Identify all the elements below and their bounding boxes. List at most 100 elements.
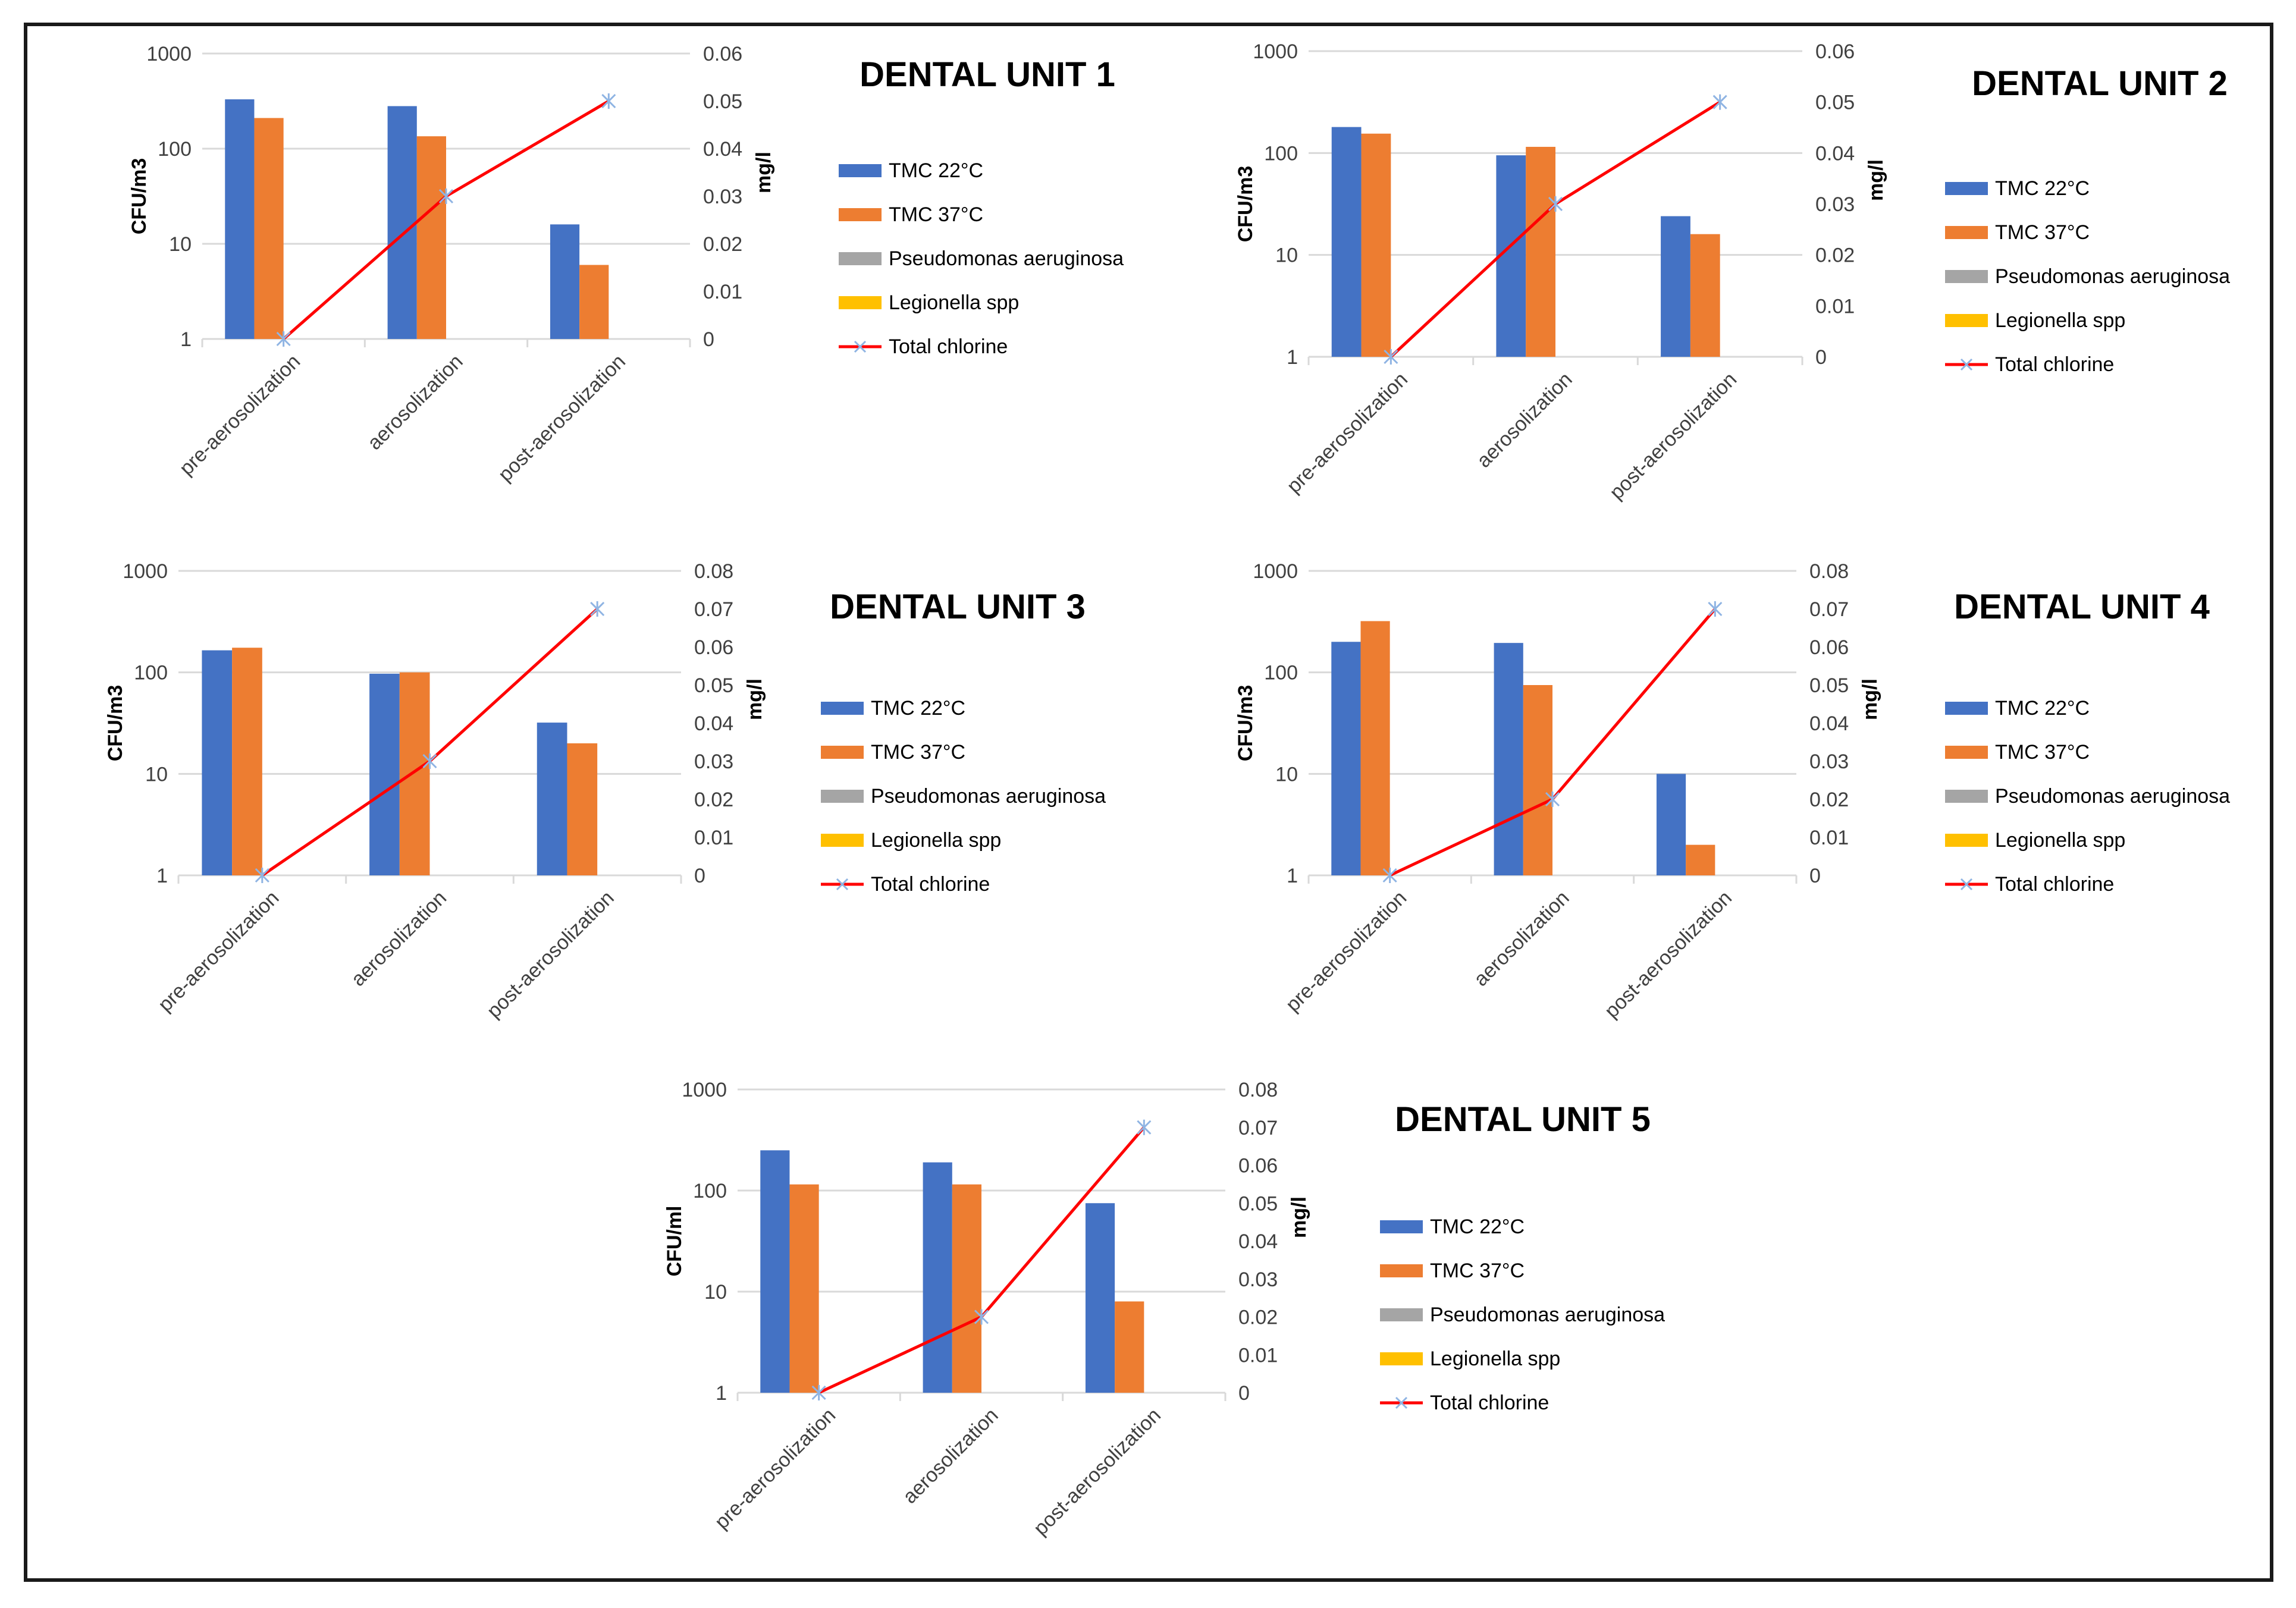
y2-tick-label: 0.01	[1238, 1344, 1278, 1367]
x-category-label: pre-aerosolization	[710, 1404, 840, 1534]
legend-swatch	[1945, 702, 1988, 715]
legend-item: TMC 37°C	[1945, 221, 2090, 244]
legend-swatch	[821, 834, 864, 847]
legend-swatch	[839, 164, 882, 177]
chlorine-point	[1382, 868, 1397, 883]
legend-item: Total chlorine	[1945, 873, 2114, 896]
bar	[537, 723, 567, 875]
y-axis-title: CFU/m3	[104, 685, 127, 761]
legend-label: TMC 22°C	[1430, 1216, 1525, 1238]
y2-tick-label: 0.04	[1238, 1230, 1278, 1253]
y2-tick-label: 0.01	[1809, 827, 1849, 849]
legend-marker	[836, 878, 849, 891]
y-tick-label: 1	[716, 1382, 727, 1405]
x-category-label: aerosolization	[898, 1404, 1002, 1508]
legend-item: Total chlorine	[1945, 353, 2114, 376]
chlorine-point	[974, 1309, 989, 1325]
y-axis-title: CFU/m3	[1234, 685, 1257, 761]
y2-tick-label: 0.01	[694, 827, 733, 849]
legend-label: TMC 37°C	[871, 741, 965, 764]
x-category-label: aerosolization	[347, 887, 451, 991]
x-category-label: pre-aerosolization	[175, 350, 305, 480]
bar	[1085, 1203, 1115, 1393]
chlorine-point	[1137, 1119, 1152, 1135]
x-category-label: aerosolization	[363, 350, 467, 454]
y2-tick-label: 0.07	[694, 598, 733, 621]
legend-item: Pseudomonas aeruginosa	[1380, 1304, 1665, 1326]
legend-label: Total chlorine	[889, 335, 1008, 358]
legend-item: Legionella spp	[839, 291, 1019, 314]
legend-item: Legionella spp	[1945, 309, 2125, 332]
legend-marker	[854, 340, 867, 353]
legend-swatch	[1945, 314, 1988, 327]
y2-axis-title: mg/l	[1288, 1196, 1310, 1238]
y2-tick-label: 0.02	[1815, 244, 1855, 267]
legend-label: Pseudomonas aeruginosa	[889, 247, 1124, 270]
legend-item: TMC 22°C	[821, 697, 965, 720]
legend-label: TMC 37°C	[1995, 221, 2090, 244]
legend-item: TMC 22°C	[1380, 1216, 1525, 1238]
x-category-label: post-aerosolization	[1600, 887, 1736, 1023]
y2-tick-label: 0.05	[703, 90, 742, 113]
legend-label: TMC 37°C	[1430, 1260, 1525, 1282]
chart-title: DENTAL UNIT 4	[1954, 588, 2210, 626]
bar	[550, 224, 580, 339]
legend-label: Legionella spp	[871, 829, 1001, 852]
chlorine-point	[1712, 94, 1727, 110]
chart-2: 1 10 100 1000 0 0.01 0.02 0.03 0.04 0.05 0.06 pre-a…	[1234, 40, 2230, 504]
legend-swatch	[839, 208, 882, 221]
y-tick-label: 1	[156, 865, 168, 887]
chart-title: DENTAL UNIT 5	[1395, 1100, 1651, 1139]
y2-axis-title: mg/l	[1859, 679, 1881, 720]
y2-tick-label: 0	[703, 328, 714, 351]
x-category-label: pre-aerosolization	[1281, 887, 1411, 1016]
chlorine-point	[590, 601, 605, 617]
y-tick-label: 100	[693, 1180, 727, 1202]
legend-swatch	[1945, 226, 1988, 239]
bar	[202, 650, 233, 875]
legend-label: Legionella spp	[1430, 1348, 1560, 1370]
y2-tick-label: 0.06	[1815, 40, 1855, 63]
y2-tick-label: 0.05	[1809, 674, 1849, 697]
bar	[225, 99, 255, 339]
y2-tick-label: 0.08	[1809, 560, 1849, 583]
x-category-label: post-aerosolization	[494, 350, 630, 486]
legend-item: Pseudomonas aeruginosa	[821, 785, 1106, 808]
x-category-label: pre-aerosolization	[1282, 368, 1412, 498]
y2-tick-label: 0.02	[1809, 789, 1849, 811]
bar	[760, 1150, 790, 1393]
legend-swatch	[821, 702, 864, 715]
legend-label: Total chlorine	[1995, 873, 2114, 896]
legend-swatch	[1945, 182, 1988, 195]
y2-tick-label: 0.06	[694, 636, 733, 659]
y-tick-label: 1000	[146, 43, 192, 65]
y2-tick-label: 0.06	[1809, 636, 1849, 659]
chlorine-point	[1548, 196, 1563, 212]
y2-tick-label: 0.05	[1815, 92, 1855, 114]
y2-tick-label: 0.03	[1809, 750, 1849, 773]
bar	[923, 1162, 952, 1393]
y-tick-label: 1000	[682, 1079, 727, 1101]
bar	[1661, 216, 1690, 357]
legend-label: TMC 37°C	[1995, 741, 2090, 764]
legend-item: Total chlorine	[839, 335, 1008, 358]
bar	[789, 1184, 819, 1393]
y2-tick-label: 0.02	[1238, 1306, 1278, 1329]
y2-tick-label: 0.04	[694, 712, 733, 735]
y-tick-label: 1000	[1253, 40, 1298, 63]
y2-tick-label: 0	[1238, 1382, 1250, 1405]
bar	[1686, 844, 1715, 875]
chlorine-point	[276, 331, 291, 347]
legend-label: Total chlorine	[1995, 353, 2114, 376]
chlorine-point	[1545, 792, 1560, 807]
y2-axis-title: mg/l	[752, 152, 775, 193]
bar	[1494, 643, 1523, 875]
y-tick-label: 10	[704, 1281, 727, 1304]
bar	[952, 1184, 981, 1393]
bar	[1331, 642, 1361, 875]
chlorine-point	[422, 753, 437, 769]
y2-tick-label: 0.02	[694, 789, 733, 811]
chlorine-point	[811, 1385, 826, 1400]
y-tick-label: 10	[1275, 244, 1298, 267]
